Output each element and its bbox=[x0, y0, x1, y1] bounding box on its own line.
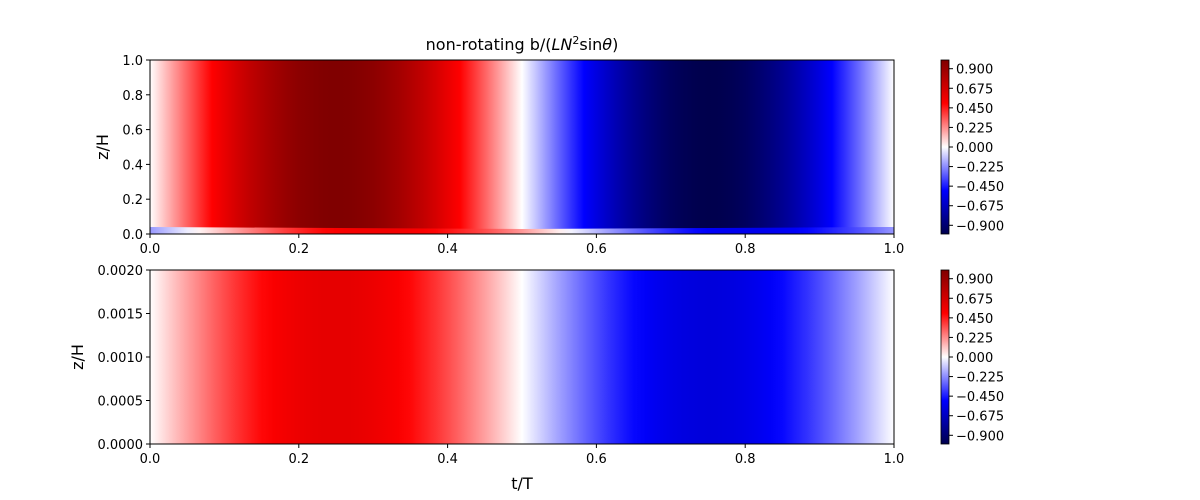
colorbar-tick-label: 0.225 bbox=[956, 331, 993, 346]
x-tick-label: 0.0 bbox=[140, 242, 161, 257]
colorbar-tick-label: −0.450 bbox=[956, 180, 1004, 195]
heatmap-field bbox=[150, 270, 894, 444]
colorbar-tick-label: 0.675 bbox=[956, 82, 993, 97]
x-tick-label: 0.4 bbox=[437, 242, 458, 257]
colorbar-tick-label: 0.000 bbox=[956, 351, 993, 366]
y-tick-label: 0.0020 bbox=[98, 264, 144, 279]
x-tick-label: 0.6 bbox=[586, 452, 607, 467]
y-tick-label: 0.0 bbox=[122, 228, 143, 243]
x-tick-label: 0.2 bbox=[288, 242, 309, 257]
colorbar-tick-label: −0.675 bbox=[956, 200, 1004, 215]
colorbar: 0.900 0.675 0.450 0.225 0.000 −0.225 −0.450 −0.… bbox=[940, 269, 1004, 445]
x-tick-label: 0.8 bbox=[735, 452, 756, 467]
axes-frame bbox=[149, 59, 895, 235]
y-axis-label: z/H bbox=[68, 344, 87, 370]
colorbar-tick-label: 0.000 bbox=[956, 141, 993, 156]
y-axis-label: z/H bbox=[93, 134, 112, 160]
colorbar-tick-label: 0.450 bbox=[956, 312, 993, 327]
x-tick-label: 0.4 bbox=[437, 452, 458, 467]
colorbar-bar bbox=[940, 59, 950, 235]
heatmap-field bbox=[150, 60, 894, 234]
bottom-heatmap-panel: 0.0 0.2 0.4 0.6 0.8 1.0 0.0000 0.0005 0.0010 0.00… bbox=[68, 264, 1004, 493]
colorbar-tick-label: −0.225 bbox=[956, 161, 1004, 176]
colorbar-bar bbox=[940, 269, 950, 445]
x-tick-label: 0.6 bbox=[586, 242, 607, 257]
y-tick-label: 0.4 bbox=[122, 158, 143, 173]
x-tick-label: 1.0 bbox=[884, 452, 905, 467]
colorbar-tick-label: 0.225 bbox=[956, 121, 993, 136]
colorbar-tick-label: 0.450 bbox=[956, 102, 993, 117]
x-tick-label: 0.2 bbox=[288, 452, 309, 467]
top-heatmap-panel: 0.0 0.2 0.4 0.6 0.8 1.0 0.0 0.2 0.4 0.6 0.8 1.0 z/H 0… bbox=[93, 54, 1004, 257]
colorbar-tick-label: 0.675 bbox=[956, 292, 993, 307]
colorbar-tick-label: −0.675 bbox=[956, 410, 1004, 425]
colorbar-tick-label: −0.225 bbox=[956, 371, 1004, 386]
boundary-layer bbox=[150, 227, 894, 234]
y-tick-label: 0.8 bbox=[122, 89, 143, 104]
y-tick-label: 0.6 bbox=[122, 124, 143, 139]
y-tick-label: 0.0000 bbox=[98, 438, 144, 453]
y-tick-label: 0.2 bbox=[122, 193, 143, 208]
y-tick-label: 0.0005 bbox=[98, 395, 144, 410]
y-tick-label: 0.0015 bbox=[98, 308, 144, 323]
colorbar-tick-label: 0.900 bbox=[956, 273, 993, 288]
colorbar-tick-label: −0.900 bbox=[956, 219, 1004, 234]
colorbar-tick-label: −0.900 bbox=[956, 429, 1004, 444]
colorbar-tick-label: 0.900 bbox=[956, 63, 993, 78]
chart-title: non-rotating b/(LN2sinθ) bbox=[426, 34, 619, 55]
x-axis-label: t/T bbox=[511, 474, 533, 493]
x-tick-label: 0.8 bbox=[735, 242, 756, 257]
x-tick-label: 1.0 bbox=[884, 242, 905, 257]
y-tick-label: 0.0010 bbox=[98, 351, 144, 366]
colorbar: 0.900 0.675 0.450 0.225 0.000 −0.225 −0.450 −0.… bbox=[940, 59, 1004, 235]
y-tick-label: 1.0 bbox=[122, 54, 143, 69]
x-tick-label: 0.0 bbox=[140, 452, 161, 467]
colorbar-tick-label: −0.450 bbox=[956, 390, 1004, 405]
